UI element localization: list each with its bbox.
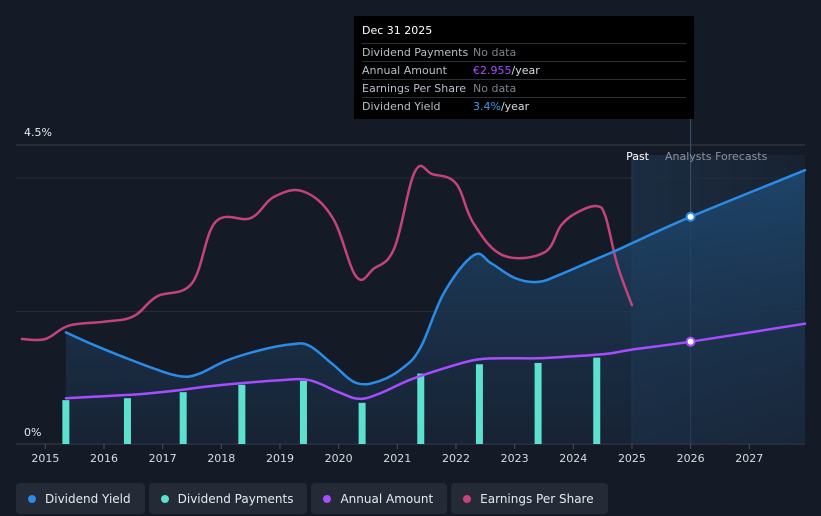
x-axis: 2015 2016 2017 2018 2019 2020 2021 2022 2023 2024… — [31, 444, 763, 465]
yield-area — [65, 170, 806, 444]
legend-dot — [28, 494, 36, 503]
dividend-payment-bar — [62, 400, 70, 444]
tooltip-value: No data — [473, 46, 517, 59]
tooltip-value: €2.955/year — [473, 64, 540, 77]
x-tick-label: 2017 — [149, 452, 177, 465]
legend-annual-amount[interactable]: Annual Amount — [311, 483, 448, 514]
x-tick-label: 2027 — [735, 452, 763, 465]
tooltip-row-dividend-payments: Dividend Payments No data — [362, 43, 686, 61]
annual-amount-line — [64, 322, 807, 401]
y-label-bottom: 0% — [24, 426, 41, 439]
x-tick-label: 2018 — [207, 452, 235, 465]
dividend-yield-line — [64, 168, 807, 386]
tooltip-row-earnings-per-share: Earnings Per Share No data — [362, 79, 686, 97]
x-tick-label: 2025 — [618, 452, 646, 465]
x-tick-label: 2023 — [501, 452, 529, 465]
legend-dot — [160, 494, 169, 503]
x-tick-label: 2024 — [559, 452, 587, 465]
legend-earnings-per-share[interactable]: Earnings Per Share — [451, 483, 608, 514]
dividend-payment-bar — [358, 402, 366, 444]
tooltip-label: Dividend Payments — [362, 46, 469, 59]
dividend-payment-bar — [123, 398, 131, 444]
tooltip-label: Annual Amount — [362, 64, 447, 77]
dividend-payment-bar — [593, 357, 601, 444]
legend-label: Dividend Yield — [45, 491, 131, 506]
tooltip-label: Dividend Yield — [362, 100, 441, 113]
dividend-payment-bar — [179, 392, 187, 444]
legend-dot — [323, 494, 332, 503]
legend-dividend-yield[interactable]: Dividend Yield — [16, 483, 145, 514]
series-lines — [20, 164, 807, 401]
tooltip: Dec 31 2025 Dividend Payments No data An… — [354, 16, 694, 119]
earnings-per-share-line — [20, 164, 634, 342]
legend-label: Annual Amount — [340, 491, 434, 506]
dividend-yield-area — [65, 170, 806, 444]
legend-dot — [463, 494, 472, 503]
dividend-payment-bar — [475, 364, 483, 444]
x-tick-label: 2021 — [383, 452, 411, 465]
x-tick-label: 2020 — [325, 452, 353, 465]
x-tick-label: 2022 — [442, 452, 470, 465]
tooltip-value: 3.4%/year — [473, 100, 530, 113]
past-label: Past — [626, 150, 650, 163]
tooltip-row-dividend-yield: Dividend Yield 3.4%/year — [362, 97, 686, 115]
legend: Dividend Yield Dividend Payments Annual … — [16, 483, 608, 514]
y-label-top: 4.5% — [24, 126, 52, 139]
forecast-label: Analysts Forecasts — [665, 150, 768, 163]
x-tick-label: 2019 — [266, 452, 294, 465]
tooltip-date: Dec 31 2025 — [362, 24, 433, 37]
tooltip-value: No data — [473, 82, 517, 95]
dividend-payment-bars — [62, 357, 601, 444]
annual-amount-marker — [685, 336, 696, 347]
tooltip-label: Earnings Per Share — [362, 82, 467, 95]
tooltip-markers — [685, 211, 696, 347]
x-tick-label: 2026 — [677, 452, 705, 465]
tooltip-row-annual-amount: Annual Amount €2.955/year — [362, 61, 686, 79]
legend-label: Dividend Payments — [177, 491, 294, 506]
dividend-yield-marker — [685, 211, 696, 222]
x-tick-label: 2015 — [31, 452, 59, 465]
legend-dividend-payments[interactable]: Dividend Payments — [148, 483, 308, 514]
dividend-payment-bar — [299, 380, 307, 444]
x-tick-label: 2016 — [90, 452, 118, 465]
dividend-payment-bar — [534, 362, 542, 444]
dividend-payment-bar — [417, 373, 425, 444]
dividend-payment-bar — [238, 384, 246, 444]
legend-label: Earnings Per Share — [480, 491, 594, 506]
